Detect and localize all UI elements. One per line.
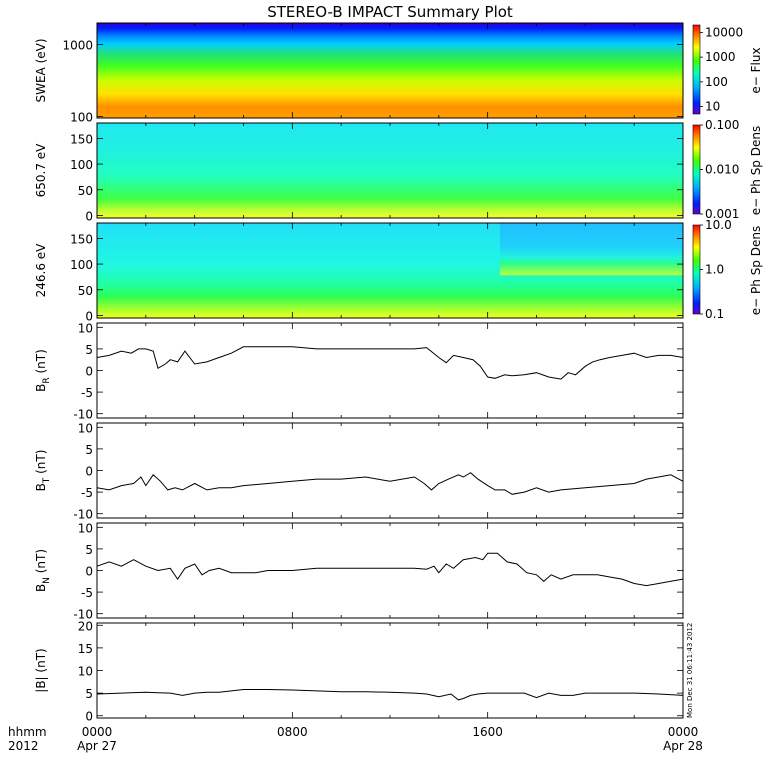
y-tick-label: 0 <box>85 209 93 223</box>
spectrogram-fill <box>97 123 683 218</box>
y-axis-label: |B| (nT) <box>34 648 48 692</box>
y-tick-label: -10 <box>73 608 93 622</box>
colorbar-tick-label: 10 <box>705 100 720 114</box>
series-line <box>96 552 684 587</box>
plot-title: STEREO-B IMPACT Summary Plot <box>267 3 513 21</box>
series-line <box>96 346 684 380</box>
y-tick-label: -10 <box>73 508 93 522</box>
panel-frame <box>96 522 684 619</box>
spectrogram-fill <box>97 23 683 118</box>
y-tick-label: 100 <box>70 110 93 124</box>
y-tick-label: 100 <box>70 258 93 272</box>
y-tick-label: 0 <box>85 465 93 479</box>
y-tick-label: 0 <box>85 710 93 724</box>
y-tick-label: 0 <box>85 365 93 379</box>
colorbar-tick-label: 10000 <box>705 25 743 39</box>
panel-4: -10 -5 0 5 10 BR (nT) <box>34 321 684 422</box>
creation-stamp: Mon Dec 31 06:11:43 2012 <box>686 623 694 718</box>
colorbar-label: e− Ph Sp Dens <box>749 126 763 215</box>
panel-7: 0 5 10 15 20 |B| (nT) <box>34 619 684 724</box>
y-tick-label: -10 <box>73 408 93 422</box>
y-tick-label: 5 <box>85 343 93 357</box>
y-tick-label: 10 <box>78 521 93 535</box>
colorbar-tick-label: 1000 <box>705 50 736 64</box>
series-line <box>96 472 684 495</box>
colorbar-tick-label: 0.001 <box>705 207 739 221</box>
colorbar-tick-label: 0.100 <box>705 118 739 132</box>
y-tick-label: 10 <box>78 665 93 679</box>
colorbar: 0.1 1.0 10.0 e− Ph Sp Dens <box>692 218 763 321</box>
colorbar-bar <box>692 224 701 315</box>
y-tick-label: 100 <box>70 158 93 172</box>
colorbar-label: e− Ph Sp Dens <box>749 226 763 315</box>
x-tick-time-label: 0800 <box>277 725 308 739</box>
panel-2: 0.001 0.010 0.100 e− Ph Sp Dens 0 50 100 150 650… <box>34 118 763 223</box>
y-axis-label: 650.7 eV <box>34 143 48 198</box>
colorbar-tick-label: 0.010 <box>705 163 739 177</box>
panel-1: 10 100 1000 10000 e− Flux 100 1000 SWEA (eV) <box>34 22 763 124</box>
y-tick-label: 10 <box>78 321 93 335</box>
y-axis-label: 246.6 eV <box>34 243 48 298</box>
y-axis-label: BN (nT) <box>34 549 52 592</box>
y-tick-label: 50 <box>78 184 93 198</box>
panel-frame <box>96 322 684 419</box>
y-tick-label: 20 <box>78 619 93 633</box>
y-tick-label: 10 <box>78 421 93 435</box>
x-tick-time-label: 0000 <box>82 725 113 739</box>
panel-3: 0.1 1.0 10.0 e− Ph Sp Dens 0 50 100 150 246.6 eV <box>34 218 763 323</box>
y-tick-label: 0 <box>85 565 93 579</box>
y-tick-label: 5 <box>85 543 93 557</box>
x-axis-row2-label: 2012 <box>8 739 39 753</box>
colorbar-bar <box>692 24 701 115</box>
y-axis-label: SWEA (eV) <box>34 38 48 102</box>
y-tick-label: 1000 <box>62 39 93 53</box>
spectrogram-late-region <box>499 223 683 276</box>
y-tick-label: 50 <box>78 284 93 298</box>
colorbar-tick-label: 10.0 <box>705 218 732 232</box>
y-tick-label: 0 <box>85 309 93 323</box>
y-tick-label: 5 <box>85 443 93 457</box>
colorbar-bar <box>692 124 701 215</box>
x-axis-row1-label: hhmm <box>8 725 47 739</box>
y-tick-label: 5 <box>85 687 93 701</box>
y-tick-label: 150 <box>70 232 93 246</box>
y-tick-label: -5 <box>81 586 93 600</box>
x-tick-time-label: 1600 <box>472 725 503 739</box>
y-axis-label: BT (nT) <box>34 450 52 492</box>
colorbar-label: e− Flux <box>749 47 763 93</box>
colorbar-tick-label: 0.1 <box>705 307 724 321</box>
x-tick-date-label: Apr 27 <box>77 739 117 753</box>
colorbar-tick-label: 100 <box>705 75 728 89</box>
y-tick-label: -5 <box>81 486 93 500</box>
colorbar: 10 100 1000 10000 e− Flux <box>692 24 763 115</box>
y-tick-label: 150 <box>70 132 93 146</box>
x-tick-time-label: 0000 <box>668 725 699 739</box>
x-tick-date-label: Apr 28 <box>663 739 703 753</box>
colorbar-tick-label: 1.0 <box>705 263 724 277</box>
y-tick-label: 15 <box>78 642 93 656</box>
y-tick-label: -5 <box>81 386 93 400</box>
panel-frame <box>96 422 684 519</box>
y-axis-label: BR (nT) <box>34 349 52 392</box>
panel-5: -10 -5 0 5 10 BT (nT) <box>34 421 684 522</box>
panel-6: -10 -5 0 5 10 BN (nT) <box>34 521 684 622</box>
colorbar: 0.001 0.010 0.100 e− Ph Sp Dens <box>692 118 763 221</box>
series-line <box>96 689 684 701</box>
panel-frame <box>96 622 684 719</box>
